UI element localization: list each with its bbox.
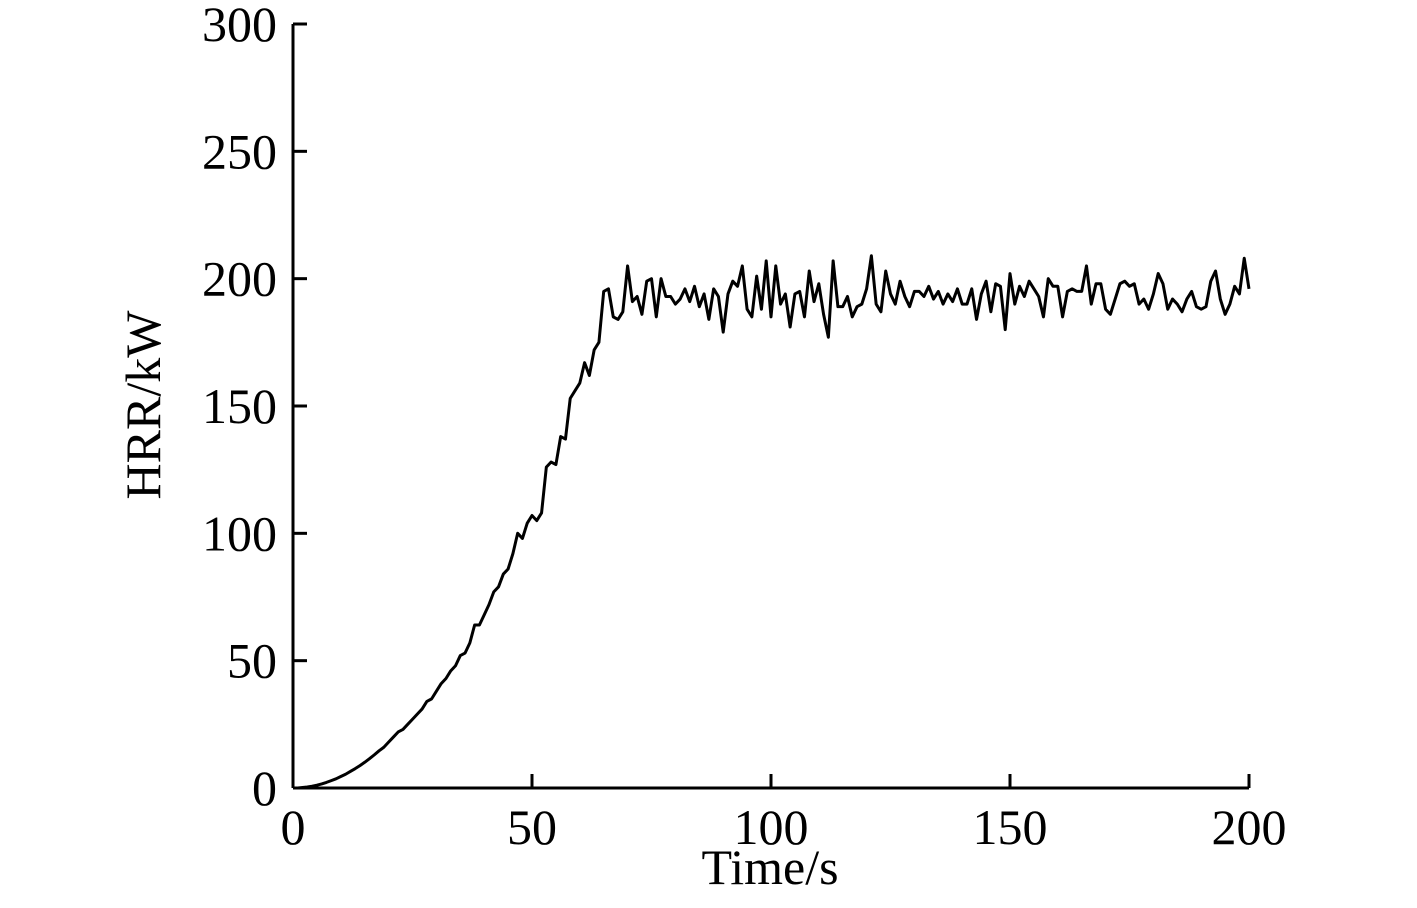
y-axis-label: HRR/kW (115, 310, 171, 500)
y-tick-label: 150 (202, 378, 277, 434)
x-tick-label: 0 (281, 799, 306, 855)
x-tick-label: 50 (507, 799, 557, 855)
y-tick-label: 200 (202, 251, 277, 307)
y-tick-label: 300 (202, 0, 277, 52)
x-tick-label: 200 (1212, 799, 1287, 855)
data-line (293, 254, 1251, 790)
y-tick-label: 0 (252, 760, 277, 816)
y-tick-label: 250 (202, 123, 277, 179)
y-tick-label: 100 (202, 505, 277, 561)
x-axis-label: Time/s (701, 839, 838, 895)
x-tick-label: 100 (734, 799, 809, 855)
x-tick-label: 150 (973, 799, 1048, 855)
y-tick-label: 50 (227, 633, 277, 689)
